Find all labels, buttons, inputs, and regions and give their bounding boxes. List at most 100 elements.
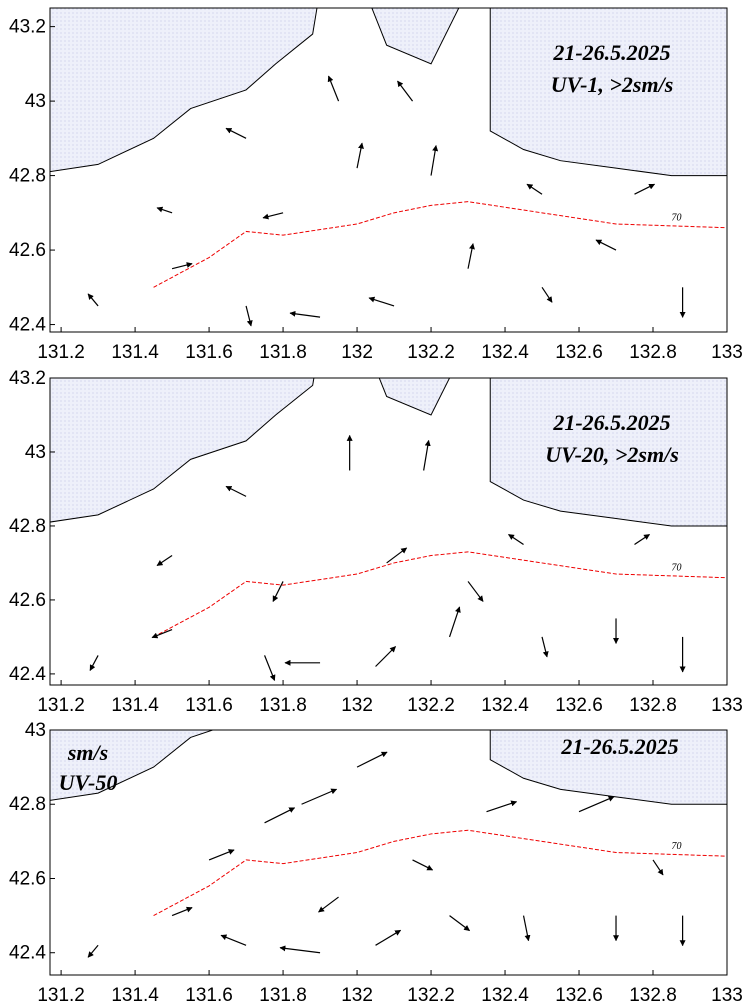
map-panel: 70 131.2 131.4 131.6 131.8 132 132.2 132.4 132.6…: [9, 720, 743, 1006]
current-arrow: [595, 239, 617, 251]
current-arrow: [225, 485, 247, 497]
land: [489, 8, 727, 177]
x-tick-label: 132.2: [407, 985, 455, 1006]
y-tick-label: 42.4: [9, 943, 46, 964]
current-arrow: [412, 859, 434, 871]
isobath: [153, 201, 727, 288]
isobath-label: 70: [672, 841, 682, 852]
current-arrow: [386, 547, 408, 564]
land: [378, 378, 451, 416]
current-arrow: [541, 286, 553, 303]
current-arrow: [541, 636, 549, 658]
x-tick-label: 131.8: [259, 342, 307, 363]
current-arrow: [87, 944, 99, 958]
current-arrow: [171, 906, 193, 917]
x-tick-label: 131.2: [37, 342, 85, 363]
isobath: [153, 551, 727, 638]
y-tick-label: 43: [25, 91, 46, 112]
land: [50, 730, 215, 801]
panel-annotation: sm/s: [67, 740, 108, 765]
y-tick-label: 43.2: [9, 17, 46, 38]
x-tick-label: 132: [341, 695, 373, 716]
x-tick-label: 132: [341, 985, 373, 1006]
x-tick-label: 132: [341, 342, 373, 363]
x-tick-label: 131.4: [111, 985, 159, 1006]
current-arrow: [318, 896, 339, 913]
current-arrow: [262, 212, 284, 220]
current-arrow: [526, 183, 543, 195]
current-arrow: [634, 183, 656, 195]
current-arrow: [279, 945, 321, 954]
current-arrow: [264, 655, 276, 681]
current-arrow: [375, 929, 402, 946]
current-arrow: [448, 606, 461, 638]
x-tick-label: 132.8: [629, 985, 677, 1006]
panel-content: 70: [50, 8, 727, 327]
isobath-label: 70: [672, 562, 682, 573]
current-arrow: [423, 439, 431, 471]
y-tick-label: 43: [25, 720, 46, 741]
isobath-label: 70: [672, 212, 682, 223]
frame: [49, 729, 728, 976]
x-tick-label: 132.6: [555, 985, 603, 1006]
current-arrow: [301, 788, 338, 805]
current-arrow: [356, 751, 388, 768]
current-arrow: [225, 127, 247, 139]
x-tick-label: 132.4: [481, 342, 529, 363]
y-tick-label: 42.6: [9, 868, 46, 889]
y-tick-label: 42.6: [9, 240, 46, 261]
land: [50, 8, 318, 173]
panel-subtitle: UV-20, >2sm/s: [545, 442, 679, 467]
panel-content: 70: [50, 378, 727, 681]
current-arrow: [522, 915, 531, 942]
current-arrow: [467, 243, 475, 269]
current-arrow: [368, 296, 395, 307]
x-tick-label: 132.8: [629, 695, 677, 716]
y-tick-label: 42.8: [9, 794, 46, 815]
current-arrow: [356, 142, 364, 169]
map-panel: 70 131.2 131.4 131.6 131.8 132 132.2 132.4 132.6…: [9, 368, 743, 716]
x-tick-label: 131.4: [111, 342, 159, 363]
land: [371, 8, 460, 65]
y-tick-label: 42.6: [9, 590, 46, 611]
y-tick-label: 42.4: [9, 664, 46, 685]
land: [489, 730, 727, 805]
x-tick-label: 132.2: [407, 695, 455, 716]
current-arrow: [156, 206, 173, 214]
frame: [49, 7, 728, 333]
x-tick-label: 131.6: [185, 695, 233, 716]
x-tick-label: 131.6: [185, 342, 233, 363]
x-tick-label: 131.2: [37, 695, 85, 716]
panel-annotation: UV-50: [59, 770, 118, 795]
x-tick-label: 133: [711, 985, 743, 1006]
current-arrow: [156, 555, 173, 567]
x-tick-label: 132.6: [555, 342, 603, 363]
current-arrow: [449, 915, 471, 932]
land: [489, 378, 727, 527]
panel-title: 21-26.5.2025: [552, 410, 670, 435]
x-tick-label: 131.2: [37, 985, 85, 1006]
current-arrow: [652, 859, 664, 876]
current-arrow: [634, 533, 651, 545]
current-arrow: [486, 800, 518, 813]
current-arrow: [327, 75, 340, 102]
x-tick-label: 131.8: [259, 985, 307, 1006]
x-tick-label: 133: [711, 695, 743, 716]
panel-title: 21-26.5.2025: [560, 734, 678, 759]
y-tick-label: 42.8: [9, 516, 46, 537]
x-tick-label: 133: [711, 342, 743, 363]
panel-content: 70: [50, 730, 727, 958]
current-arrow: [578, 796, 615, 813]
x-tick-label: 132.4: [481, 985, 529, 1006]
current-arrow: [89, 655, 99, 671]
current-arrow: [208, 849, 235, 861]
current-arrow: [375, 646, 396, 667]
x-tick-label: 132.4: [481, 695, 529, 716]
map-panel: 70 131.2 131.4 131.6 131.8 132 132.2 132.4 132.6…: [9, 7, 743, 363]
current-arrow: [430, 144, 439, 176]
current-arrow: [508, 533, 524, 545]
isobath: [153, 829, 727, 917]
current-arrow: [397, 80, 414, 102]
